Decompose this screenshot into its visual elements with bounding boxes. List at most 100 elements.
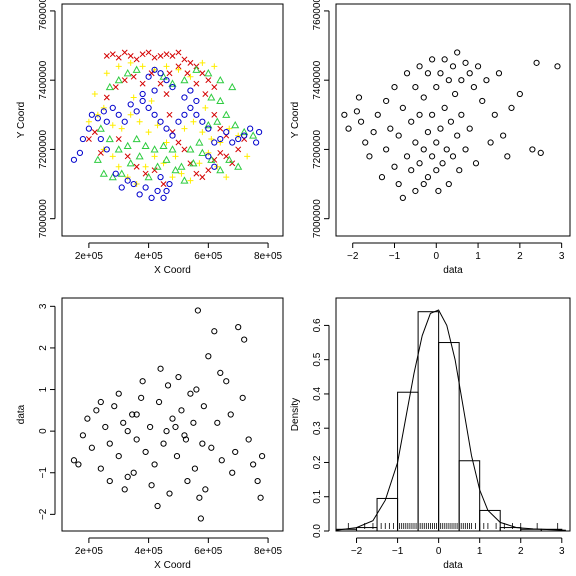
data-point <box>190 419 197 426</box>
data-point <box>181 111 188 118</box>
data-point <box>196 160 203 167</box>
data-point <box>211 328 218 335</box>
data-point <box>85 118 92 125</box>
data-point <box>157 365 164 372</box>
data-point <box>173 453 181 460</box>
data-point <box>130 180 137 188</box>
data-point <box>111 403 118 410</box>
data-point <box>148 194 155 202</box>
data-point <box>121 77 128 84</box>
data-point <box>204 120 213 129</box>
data-point <box>408 118 415 125</box>
data-point <box>198 148 207 156</box>
data-point <box>154 187 161 195</box>
data-point <box>166 180 173 188</box>
data-point <box>241 132 248 139</box>
data-point <box>169 132 176 139</box>
data-point <box>133 56 140 63</box>
data-point <box>127 59 134 66</box>
data-point <box>412 84 419 91</box>
data-point <box>157 174 164 181</box>
data-point <box>121 118 128 125</box>
data-point <box>193 97 200 105</box>
data-point <box>97 398 104 406</box>
data-point <box>139 378 146 385</box>
data-point <box>115 390 122 397</box>
data-point <box>190 118 197 125</box>
data-point <box>228 82 237 91</box>
histogram-bar <box>376 497 399 532</box>
data-point <box>135 152 144 160</box>
data-point <box>103 118 110 125</box>
data-point <box>94 115 101 122</box>
data-point <box>123 141 132 150</box>
data-point <box>115 54 122 61</box>
x-tick-label: 8e+05 <box>254 251 283 262</box>
data-point <box>130 469 137 476</box>
data-point <box>100 108 107 115</box>
y-tick-label: 7600000 <box>38 0 49 30</box>
y-tick-label: 2 <box>38 345 49 351</box>
panel4-panel: −2 −1 0 1 2 3 0.0 0.1 0.2 0.3 0.4 0.5 0.6 data Density <box>290 297 571 571</box>
data-point <box>374 111 381 118</box>
x-axis-label: data <box>443 265 463 276</box>
data-point <box>416 111 423 118</box>
data-point <box>144 172 153 181</box>
data-point <box>180 176 189 184</box>
y-tick-label: 7000000 <box>312 199 323 238</box>
data-point <box>227 411 234 418</box>
x-axis-label: X Coord <box>154 560 191 571</box>
x-axis-label: X Coord <box>154 265 191 276</box>
data-point <box>118 184 125 191</box>
data-point <box>75 461 82 468</box>
data-point <box>199 129 206 136</box>
data-point <box>139 80 146 87</box>
data-point <box>155 398 163 406</box>
data-point <box>151 54 158 61</box>
y-tick-label: 7200000 <box>312 130 323 169</box>
x-tick-label: 0 <box>436 546 442 557</box>
data-point <box>223 129 230 136</box>
data-point <box>175 49 182 56</box>
data-point <box>443 146 450 153</box>
histogram-bar <box>356 527 378 532</box>
data-point <box>103 94 110 101</box>
data-point <box>166 70 173 77</box>
data-point <box>216 96 225 105</box>
x-tick-label: 8e+05 <box>254 546 283 557</box>
data-point <box>366 153 373 160</box>
data-point <box>205 167 212 174</box>
data-point <box>93 155 102 163</box>
x-tick-label: −1 <box>389 251 401 262</box>
data-point <box>124 174 131 181</box>
data-point <box>193 80 200 87</box>
data-point <box>120 419 127 426</box>
data-point <box>412 187 419 195</box>
x-tick-label: 6e+05 <box>194 251 223 262</box>
plot-frame <box>61 297 284 532</box>
data-point <box>479 97 486 105</box>
data-point <box>205 153 212 160</box>
data-point <box>154 502 161 510</box>
data-point <box>474 63 482 70</box>
data-point <box>172 423 179 431</box>
data-point <box>138 394 145 401</box>
data-point <box>458 111 465 118</box>
data-point <box>151 461 158 468</box>
data-point <box>395 180 402 188</box>
data-point <box>223 378 230 385</box>
data-point <box>151 87 158 94</box>
data-point <box>163 91 170 97</box>
data-point <box>470 84 477 91</box>
data-point <box>208 444 215 451</box>
data-point <box>383 97 390 105</box>
data-point <box>500 132 507 139</box>
data-point <box>169 174 176 181</box>
data-point <box>159 141 168 150</box>
y-tick-label: 7000000 <box>38 199 49 238</box>
data-point <box>370 129 377 136</box>
data-point <box>184 70 191 77</box>
data-point <box>429 111 436 118</box>
data-point <box>163 51 170 58</box>
